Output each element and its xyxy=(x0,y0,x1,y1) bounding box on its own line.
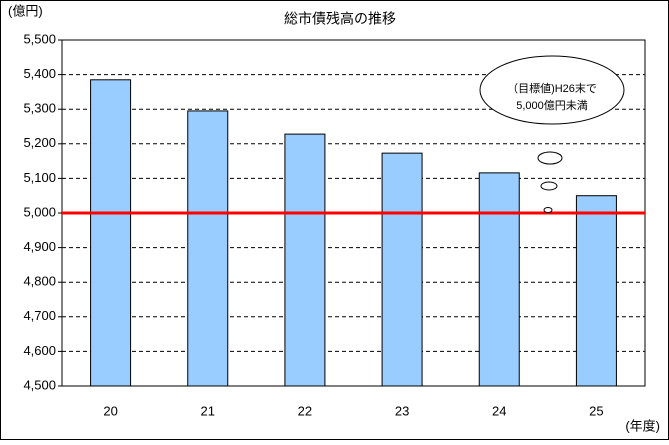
bar xyxy=(575,195,617,387)
bar xyxy=(187,110,229,387)
bar xyxy=(381,152,423,387)
y-tick-label: 5,000 xyxy=(23,204,56,219)
bar xyxy=(90,79,132,387)
cloud xyxy=(479,55,625,125)
annotation-text: 5,000億円未満 xyxy=(516,99,588,112)
x-tick-label: 25 xyxy=(589,403,603,418)
x-tick-label: 21 xyxy=(201,403,215,418)
bar xyxy=(478,172,520,387)
cloud-bubble xyxy=(537,151,563,165)
x-tick-label: 24 xyxy=(492,403,506,418)
y-axis-label: (億円) xyxy=(8,3,43,18)
annotation-text: （目標値)H26末で xyxy=(507,81,597,95)
x-tick-label: 23 xyxy=(395,403,409,418)
y-tick-label: 5,400 xyxy=(23,66,56,81)
y-tick-label: 5,300 xyxy=(23,101,56,116)
y-tick-label: 4,800 xyxy=(23,274,56,289)
y-tick-label: 5,200 xyxy=(23,135,56,150)
x-axis-label: (年度) xyxy=(625,418,660,433)
y-tick-label: 4,500 xyxy=(23,377,56,392)
y-tick-label: 4,700 xyxy=(23,308,56,323)
x-tick-label: 20 xyxy=(103,403,117,418)
y-tick-label: 4,600 xyxy=(23,343,56,358)
x-tick-label: 22 xyxy=(298,403,312,418)
chart-title: 総市債残高の推移 xyxy=(284,11,396,27)
cloud-bubble xyxy=(540,181,558,191)
annotation-cloud: （目標値)H26末で 5,000億円未満 xyxy=(479,55,625,213)
y-tick-label: 4,900 xyxy=(23,239,56,254)
y-tick-label: 5,500 xyxy=(23,31,56,46)
cloud-bubble xyxy=(543,207,553,213)
bar xyxy=(284,133,326,387)
y-tick-label: 5,100 xyxy=(23,170,56,185)
